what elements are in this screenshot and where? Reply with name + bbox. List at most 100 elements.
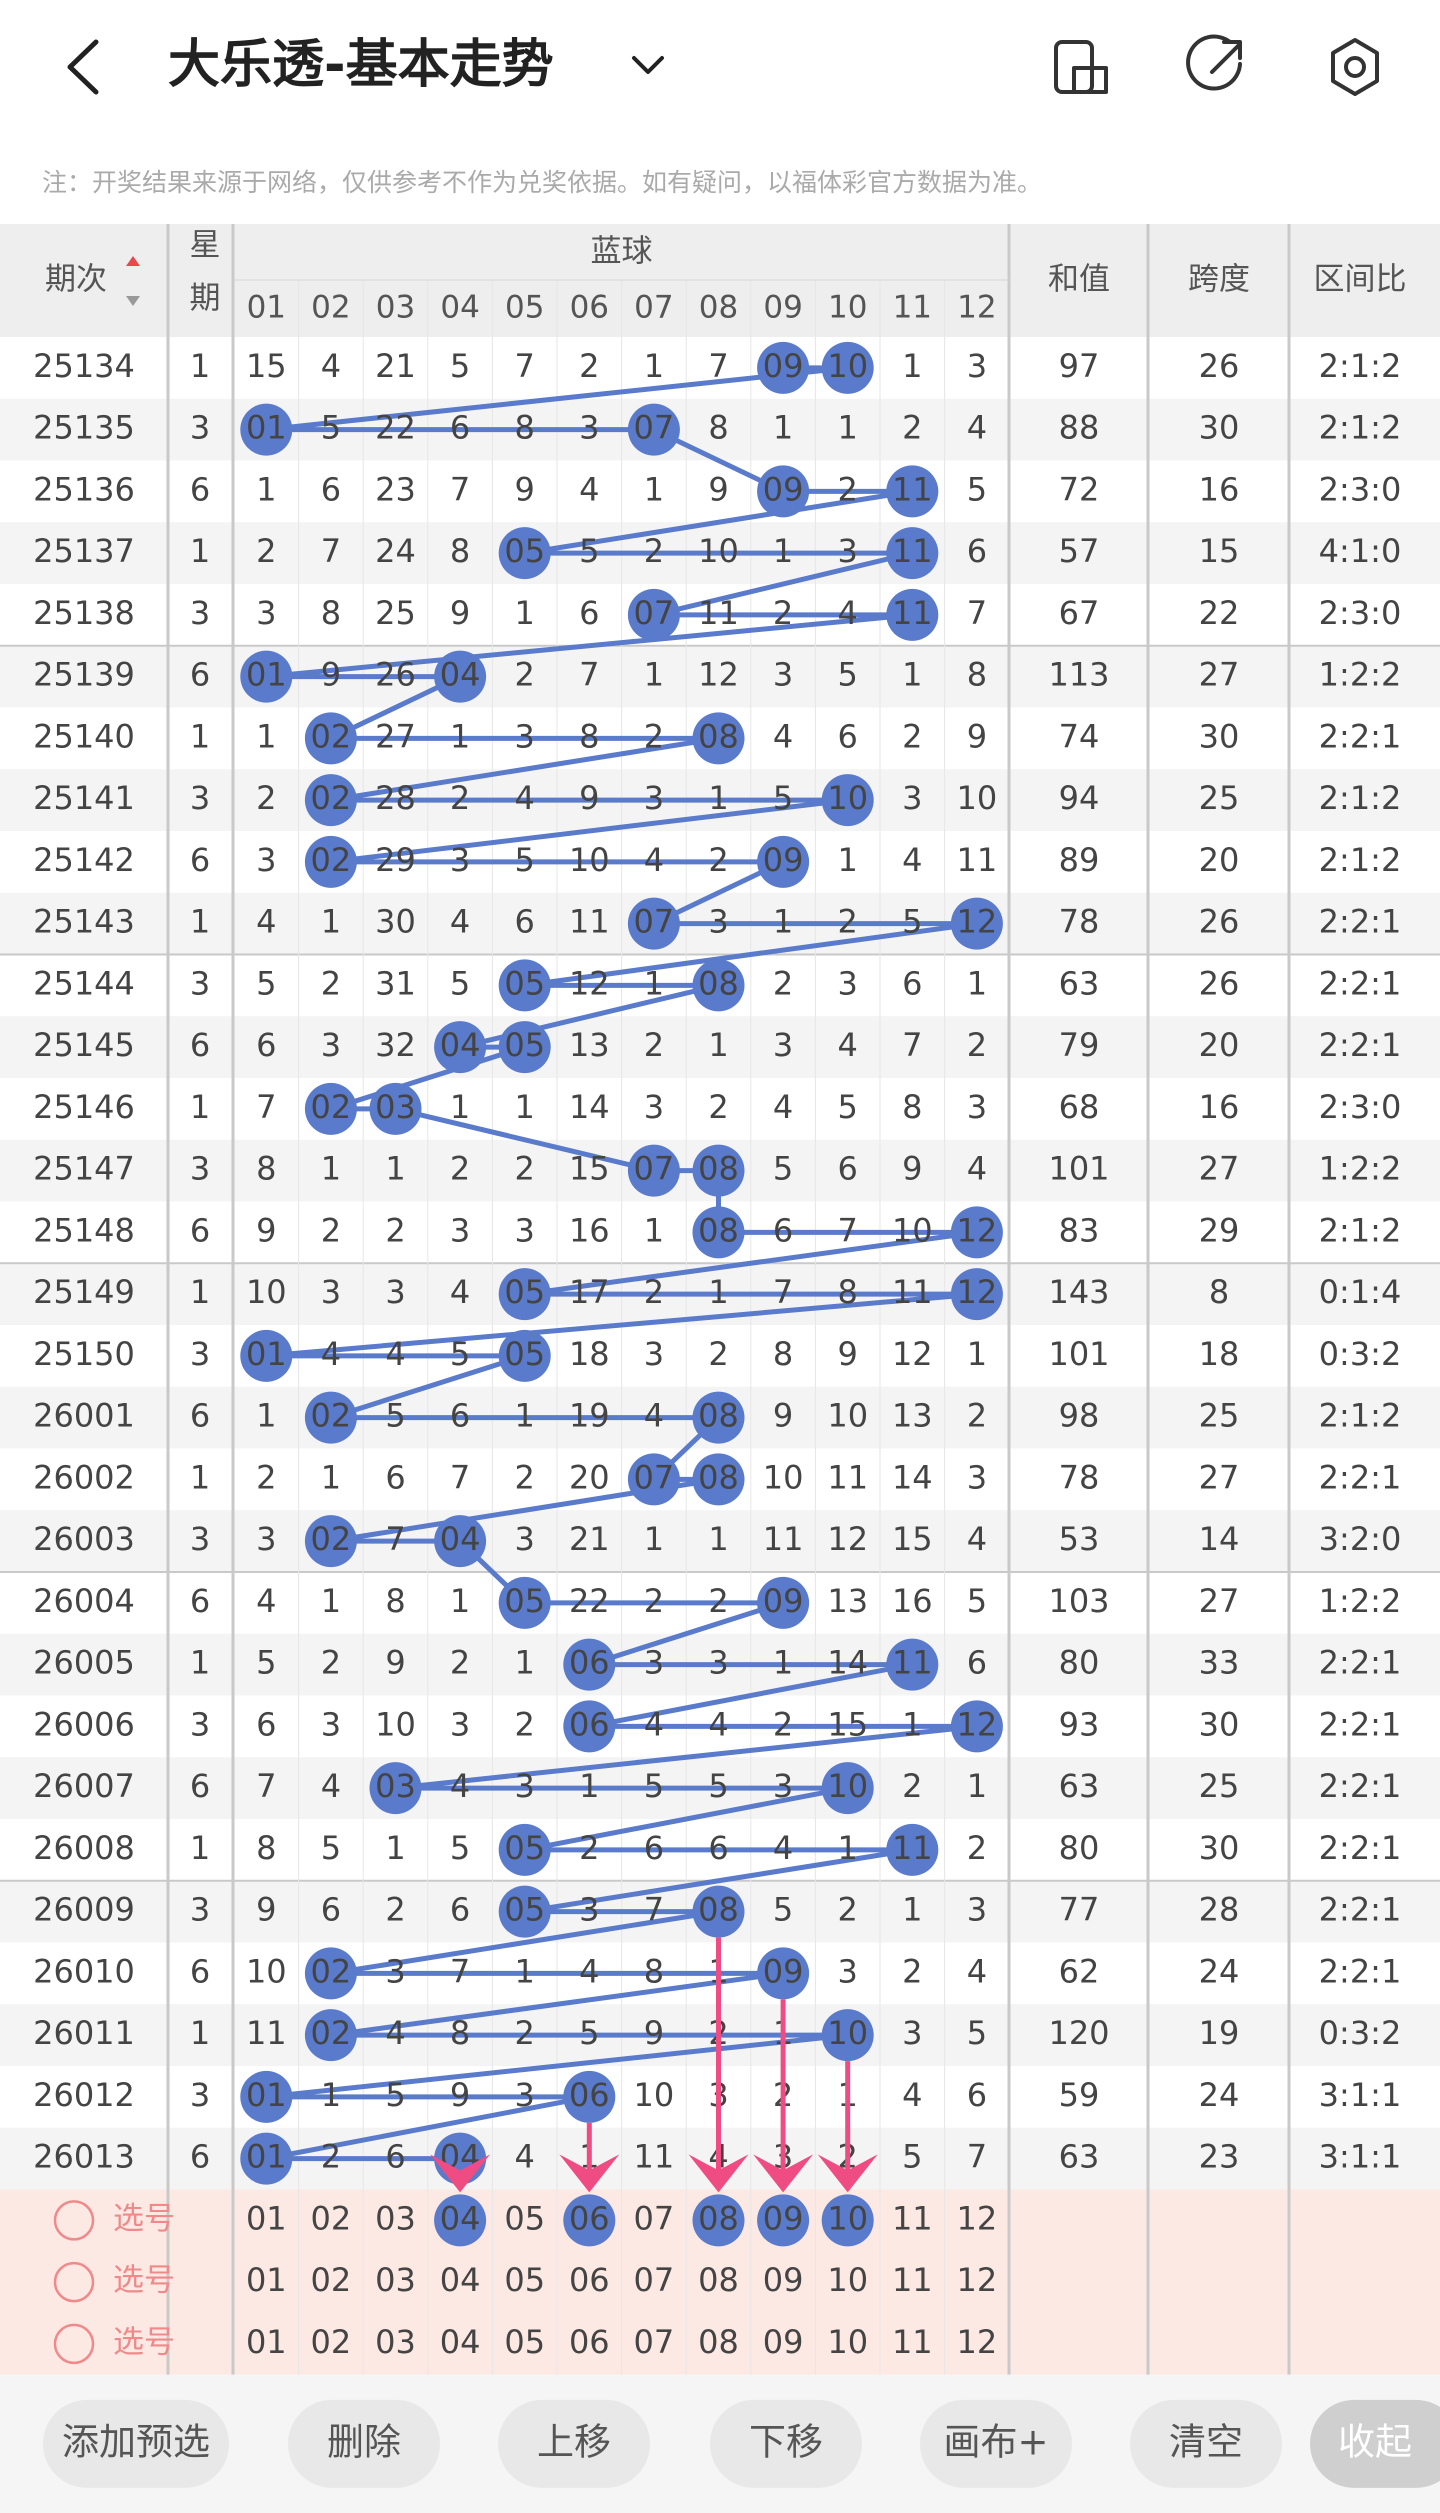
issue-number: 25148 [33,1211,135,1249]
miss-count: 1 [644,656,664,694]
pick-number[interactable]: 09 [763,2323,804,2361]
action-button[interactable] [710,2399,862,2488]
miss-count: 4 [515,2138,535,2176]
action-button[interactable] [1310,2399,1440,2488]
pick-number[interactable]: 08 [698,2323,739,2361]
pick-number[interactable]: 04 [440,2323,481,2361]
action-button[interactable] [288,2399,440,2488]
miss-count: 8 [256,1150,276,1188]
pick-number[interactable]: 01 [246,2199,287,2237]
picked-ball[interactable] [757,2194,810,2247]
action-button[interactable] [43,2399,229,2488]
ratio-value: 2:2:1 [1319,1026,1402,1064]
miss-count: 3 [967,1458,987,1496]
miss-count: 1 [515,1644,535,1682]
pick-radio[interactable] [53,2200,95,2241]
pick-number[interactable]: 03 [375,2323,416,2361]
miss-count: 1 [515,594,535,632]
back-button[interactable] [67,39,99,95]
pick-number[interactable]: 06 [569,2261,610,2299]
pick-number[interactable]: 12 [957,2261,998,2299]
action-button[interactable] [920,2399,1072,2488]
pick-radio[interactable] [53,2261,95,2303]
button-label[interactable]: 画布+ [943,2420,1048,2463]
action-button[interactable] [498,2399,650,2488]
miss-count: 10 [634,2076,675,2114]
picked-number[interactable]: 06 [569,2199,610,2237]
ball-number: 02 [311,841,352,879]
miss-count: 5 [450,347,470,385]
miss-count: 22 [569,1582,610,1620]
picked-number[interactable]: 04 [440,2199,481,2237]
button-label[interactable]: 上移 [537,2420,611,2463]
pick-number[interactable]: 07 [634,2323,675,2361]
pick-number[interactable]: 05 [504,2199,545,2237]
dropdown-button[interactable] [632,56,664,74]
pick-number[interactable]: 05 [504,2323,545,2361]
miss-count: 5 [773,1150,793,1188]
miss-count: 2 [708,841,728,879]
button-label[interactable]: 删除 [327,2420,401,2463]
ball [434,1021,487,1074]
button-label[interactable]: 清空 [1169,2420,1243,2463]
pick-arrow-head [817,2154,878,2193]
settings-icon[interactable] [1331,38,1379,96]
weekday: 6 [190,1397,210,1435]
weekday: 3 [190,2076,210,2114]
picked-number[interactable]: 09 [763,2199,804,2237]
button-label[interactable]: 添加预选 [62,2420,210,2463]
pick-radio[interactable] [53,2323,95,2365]
picked-number[interactable]: 08 [698,2199,739,2237]
button-label[interactable]: 收起 [1338,2420,1412,2463]
pick-number[interactable]: 01 [246,2323,287,2361]
pick-number[interactable]: 02 [311,2199,352,2237]
share-icon[interactable] [1186,34,1242,91]
issue-number: 26001 [33,1397,135,1435]
pick-number[interactable]: 06 [569,2323,610,2361]
ball [240,403,293,456]
sum-value: 74 [1059,717,1100,755]
pick-number[interactable]: 02 [311,2323,352,2361]
ball-number: 11 [892,532,933,570]
pick-number[interactable]: 12 [957,2199,998,2237]
pick-number[interactable]: 12 [957,2323,998,2361]
pick-number[interactable]: 07 [634,2261,675,2299]
miss-count: 6 [256,1705,276,1743]
issue-number: 25135 [33,409,135,447]
button-label[interactable]: 下移 [749,2420,823,2463]
pick-number[interactable]: 11 [892,2199,933,2237]
miss-count: 1 [967,1335,987,1373]
pick-number[interactable]: 03 [375,2261,416,2299]
pick-number[interactable]: 08 [698,2261,739,2299]
picked-ball[interactable] [692,2194,745,2247]
pick-number[interactable]: 01 [246,2261,287,2299]
pick-number[interactable]: 11 [892,2261,933,2299]
picked-ball[interactable] [434,2194,487,2247]
miss-count: 11 [698,594,739,632]
miss-count: 2 [450,1644,470,1682]
picked-ball[interactable] [821,2194,874,2247]
miss-count: 8 [515,409,535,447]
picked-ball[interactable] [563,2194,616,2247]
miss-count: 13 [569,1026,610,1064]
ratio-value: 1:2:2 [1319,656,1402,694]
miss-count: 1 [515,1952,535,1990]
pick-number[interactable]: 04 [440,2261,481,2299]
action-button[interactable] [1130,2399,1282,2488]
miss-count: 14 [827,1644,868,1682]
ball [627,1144,680,1197]
pick-number[interactable]: 10 [827,2323,868,2361]
miss-count: 7 [708,347,728,385]
pick-number[interactable]: 09 [763,2261,804,2299]
pick-number[interactable]: 03 [375,2199,416,2237]
pick-number[interactable]: 11 [892,2323,933,2361]
layout-icon[interactable] [1054,40,1108,94]
pick-number[interactable]: 05 [504,2261,545,2299]
pick-number[interactable]: 02 [311,2261,352,2299]
pick-number[interactable]: 10 [827,2261,868,2299]
pick-number[interactable]: 07 [634,2199,675,2237]
miss-count: 4 [838,1026,858,1064]
ball [886,465,939,518]
picked-number[interactable]: 10 [827,2199,868,2237]
miss-count: 1 [450,1088,470,1126]
